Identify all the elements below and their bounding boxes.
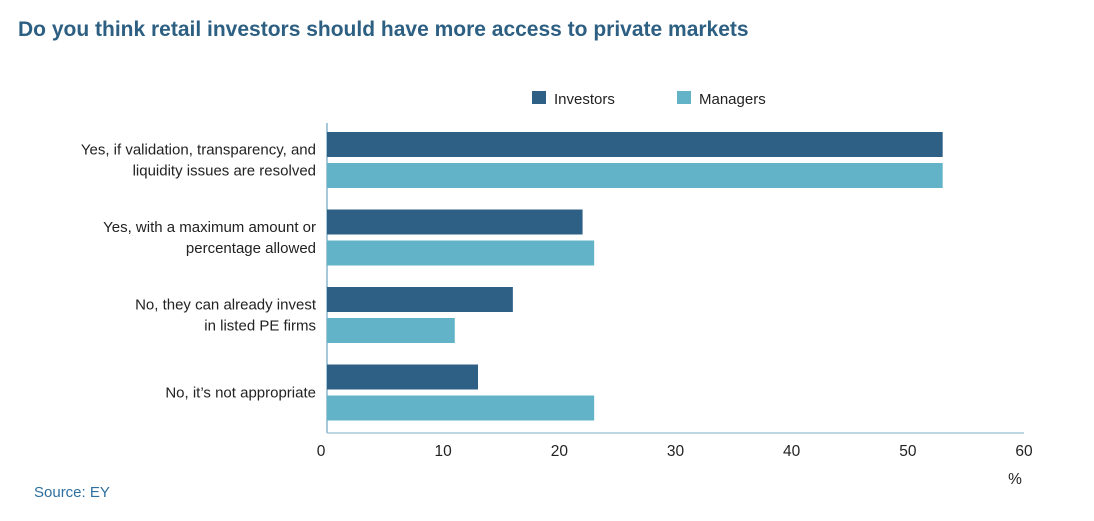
x-tick-label: 60 <box>1015 443 1033 460</box>
x-tick-label: 30 <box>667 443 685 460</box>
source-note: Source: EY <box>34 484 110 501</box>
chart-title: Do you think retail investors should hav… <box>18 18 749 41</box>
legend-swatch-investors <box>532 91 546 104</box>
category-label: liquidity issues are resolved <box>133 163 316 180</box>
category-label: in listed PE firms <box>204 318 316 335</box>
x-tick-label: 20 <box>551 443 569 460</box>
bar-managers <box>327 395 595 421</box>
x-tick-label: 10 <box>435 443 453 460</box>
category-label: Yes, if validation, transparency, and <box>81 142 316 159</box>
bar-investors <box>327 364 479 390</box>
x-tick-label: 40 <box>783 443 801 460</box>
category-label: No, it’s not appropriate <box>165 385 316 402</box>
bar-managers <box>327 163 943 188</box>
legend-label-managers: Managers <box>699 91 766 108</box>
legend-swatch-managers <box>677 91 691 104</box>
bar-investors <box>327 209 583 235</box>
legend-label-investors: Investors <box>554 91 615 108</box>
bar-investors <box>327 287 513 312</box>
bar-managers <box>327 318 455 343</box>
x-tick-label: 50 <box>899 443 917 460</box>
category-label: percentage allowed <box>186 240 316 257</box>
bar-investors <box>327 132 943 157</box>
category-label: No, they can already invest <box>135 297 317 314</box>
x-tick-label: 0 <box>317 443 326 460</box>
x-axis-unit: % <box>1008 471 1022 488</box>
bar-managers <box>327 240 595 266</box>
category-label: Yes, with a maximum amount or <box>103 219 316 236</box>
